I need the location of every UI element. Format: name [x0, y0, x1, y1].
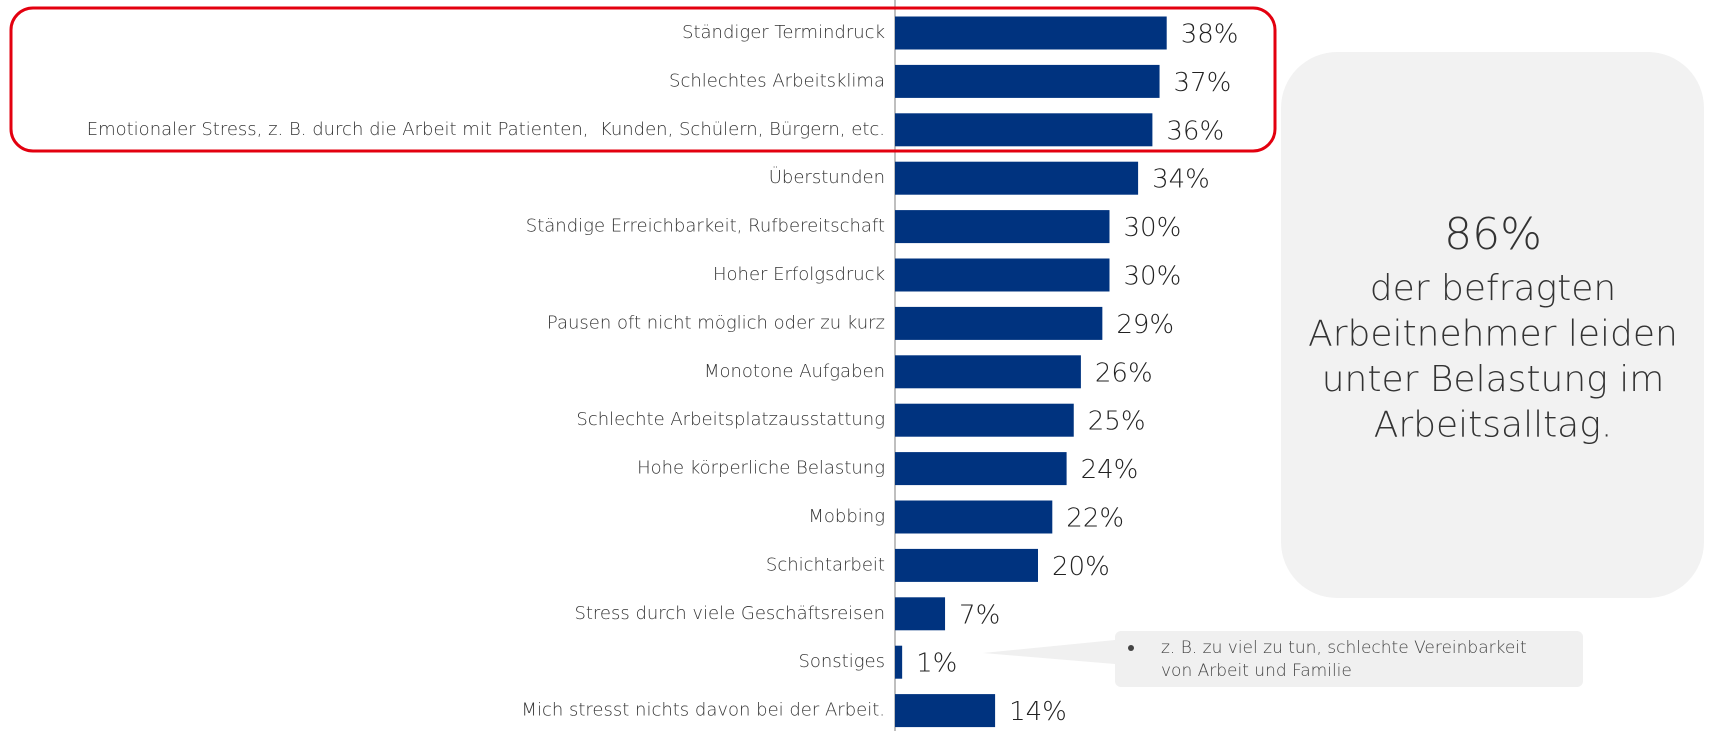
value-label: 22% [1066, 504, 1124, 534]
bar [895, 355, 1081, 389]
bar [895, 161, 1139, 195]
bar [895, 403, 1074, 437]
value-label: 29% [1116, 310, 1174, 340]
category-label: Stress durch viele Geschäftsreisen [574, 603, 885, 624]
value-label: 30% [1124, 262, 1182, 292]
category-label: Monotone Aufgaben [704, 361, 885, 382]
annotation-headline: 86% [1444, 209, 1542, 260]
annotation-text: Arbeitsalltag. [1374, 405, 1613, 446]
value-label: 36% [1166, 116, 1224, 146]
bar [895, 258, 1110, 292]
value-label: 24% [1081, 455, 1139, 485]
bar [895, 645, 903, 679]
value-label: 25% [1088, 407, 1146, 437]
category-label: Schlechte Arbeitsplatzausstattung [576, 409, 885, 430]
category-label: Emotionaler Stress, z. B. durch die Arbe… [87, 119, 885, 140]
value-label: 30% [1124, 213, 1182, 243]
annotation-text: unter Belastung im [1322, 359, 1665, 400]
bar [895, 64, 1160, 98]
bar [895, 16, 1167, 50]
annotation-text: der befragten [1370, 268, 1616, 309]
annotation-text: Arbeitnehmer leiden [1308, 314, 1678, 355]
value-label: 34% [1152, 165, 1210, 195]
value-label: 37% [1174, 68, 1232, 98]
bar [895, 210, 1110, 244]
bar [895, 113, 1153, 147]
value-label: 38% [1181, 20, 1239, 50]
category-label: Sonstiges [798, 651, 885, 672]
category-label: Schichtarbeit [766, 554, 885, 575]
value-label: 7% [959, 600, 1000, 630]
category-label: Hohe körperliche Belastung [637, 458, 885, 479]
highlight-box [9, 6, 1277, 153]
category-label: Mich stresst nichts davon bei der Arbeit… [521, 700, 885, 721]
category-label: Ständige Erreichbarkeit, Rufbereitschaft [526, 216, 885, 237]
value-label: 14% [1009, 697, 1067, 727]
annotation-panel [1281, 52, 1704, 598]
category-label: Mobbing [808, 506, 885, 527]
category-label: Hoher Erfolgsdruck [713, 264, 885, 285]
note-pointer [983, 640, 1115, 664]
bar [895, 694, 996, 728]
bar [895, 306, 1103, 340]
note-bullet [1128, 645, 1134, 651]
value-label: 20% [1052, 552, 1110, 582]
bar [895, 597, 946, 631]
bar [895, 452, 1067, 486]
category-label: Pausen oft nicht möglich oder zu kurz [547, 312, 885, 333]
value-label: 1% [916, 649, 957, 679]
category-label: Schlechtes Arbeitsklima [669, 70, 885, 91]
value-label: 26% [1095, 358, 1153, 388]
note-text: z. B. zu viel zu tun, schlechte Vereinba… [1161, 638, 1527, 658]
category-label: Ständiger Termindruck [682, 22, 885, 43]
note-text: von Arbeit und Familie [1161, 661, 1352, 681]
bar [895, 500, 1053, 534]
category-label: Überstunden [769, 166, 885, 188]
bar [895, 548, 1038, 582]
note-box [1115, 631, 1583, 687]
